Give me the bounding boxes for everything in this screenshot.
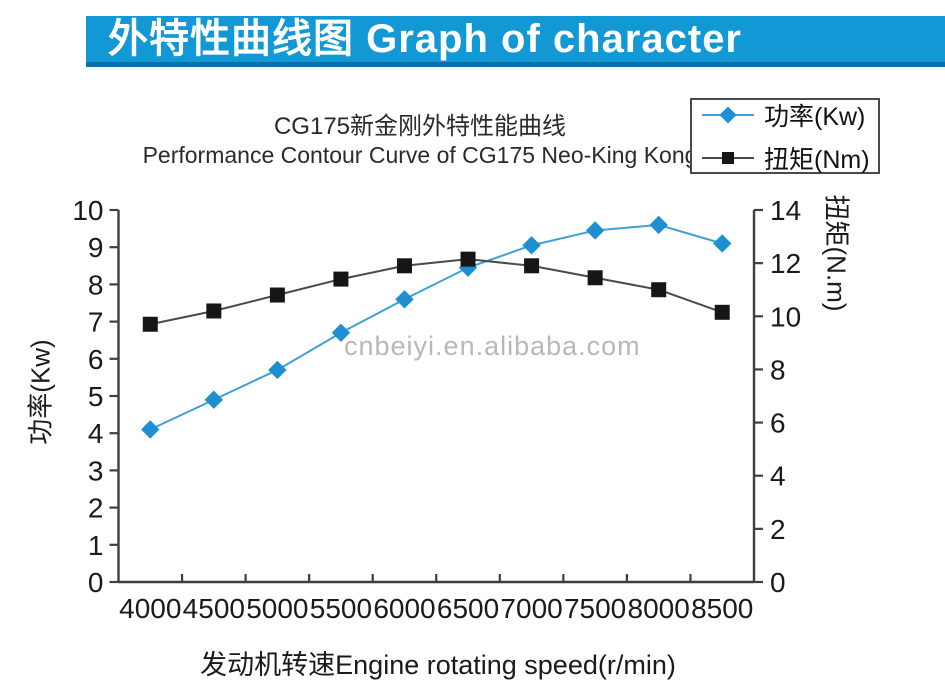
power-point-marker [585,221,605,240]
y-left-tick-label: 1 [88,530,104,561]
power-point-marker [331,323,351,342]
torque-point-marker [714,304,730,320]
power-series-swatch [702,106,754,124]
torque-point-marker [587,270,603,286]
y-left-tick-label: 2 [88,493,104,524]
legend-item-power: 功率(Kw) [702,97,878,133]
power-point-marker [395,290,414,309]
chart-legend: 功率(Kw) 扭矩(Nm) [690,98,880,174]
power-point-marker [268,360,287,380]
torque-series-line [150,258,723,326]
y-left-tick-label: 7 [88,307,104,338]
power-point-marker [141,420,160,439]
legend-label-torque: 扭矩(Nm) [764,145,870,174]
diamond-marker-icon [719,106,737,123]
torque-point-marker [651,282,667,298]
torque-point-marker [333,271,349,287]
x-tick-label: 7000 [500,593,562,624]
x-axis-label: 发动机转速Engine rotating speed(r/min) [200,650,676,680]
torque-series-swatch [702,149,754,167]
x-tick-label: 4000 [119,593,181,624]
x-tick-label: 6000 [373,593,435,624]
legend-label-power: 功率(Kw) [764,102,866,131]
y-right-tick-label: 10 [770,301,801,332]
x-tick-label: 8000 [628,593,690,624]
torque-point-marker [460,251,476,267]
torque-point-marker [396,258,412,274]
chart-title-zh: CG175新金刚外特性能曲线 [273,113,567,140]
header-banner: 外特性曲线图 Graph of character [86,16,945,67]
power-point-marker [204,390,224,409]
y-right-tick-label: 0 [770,567,786,598]
y-left-tick-label: 8 [88,269,104,300]
torque-point-marker [524,258,540,274]
watermark: cnbeiyi.en.alibaba.com [344,331,641,361]
x-tick-label: 7500 [564,593,626,624]
page-title: 外特性曲线图 Graph of character [108,17,743,61]
power-point-marker [649,215,668,235]
legend-item-torque: 扭矩(Nm) [702,140,878,176]
chart-title-en: Performance Contour Curve of CG175 Neo-K… [142,142,698,169]
chart-title-block: CG175新金刚外特性能曲线 Performance Contour Curve… [100,112,740,169]
y-right-tick-label: 2 [770,514,786,545]
x-tick-label: 4500 [183,593,245,624]
y-left-tick-label: 9 [88,232,104,263]
y-right-tick-label: 6 [770,408,786,439]
y-left-tick-label: 0 [88,567,104,598]
y-right-tick-label: 12 [770,248,801,279]
y-left-tick-label: 4 [88,418,104,449]
y-left-tick-label: 5 [88,381,104,412]
x-tick-label: 6500 [437,593,499,624]
square-marker-icon [722,151,734,164]
x-tick-label: 8500 [691,593,753,624]
y-right-tick-label: 14 [770,195,801,226]
x-tick-label: 5500 [310,593,372,624]
y-left-tick-label: 6 [88,344,104,375]
torque-point-marker [206,303,222,319]
y-left-tick-label: 10 [72,195,103,226]
power-point-marker [713,234,732,253]
x-tick-label: 5000 [246,593,308,624]
y-left-tick-label: 3 [88,455,104,486]
torque-point-marker [269,287,285,303]
power-point-marker [522,236,541,255]
torque-point-marker [142,316,158,332]
y-right-tick-label: 8 [770,354,786,385]
power-series-line [149,223,723,431]
y-right-tick-label: 4 [770,461,786,492]
